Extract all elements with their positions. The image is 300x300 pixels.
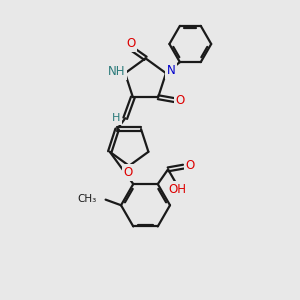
Text: O: O <box>176 94 185 106</box>
Text: CH₃: CH₃ <box>77 194 97 204</box>
Text: OH: OH <box>168 183 186 196</box>
Text: H: H <box>112 113 121 123</box>
Text: O: O <box>124 166 133 179</box>
Text: NH: NH <box>108 65 125 78</box>
Text: O: O <box>185 159 194 172</box>
Text: O: O <box>126 37 135 50</box>
Text: N: N <box>167 64 176 77</box>
